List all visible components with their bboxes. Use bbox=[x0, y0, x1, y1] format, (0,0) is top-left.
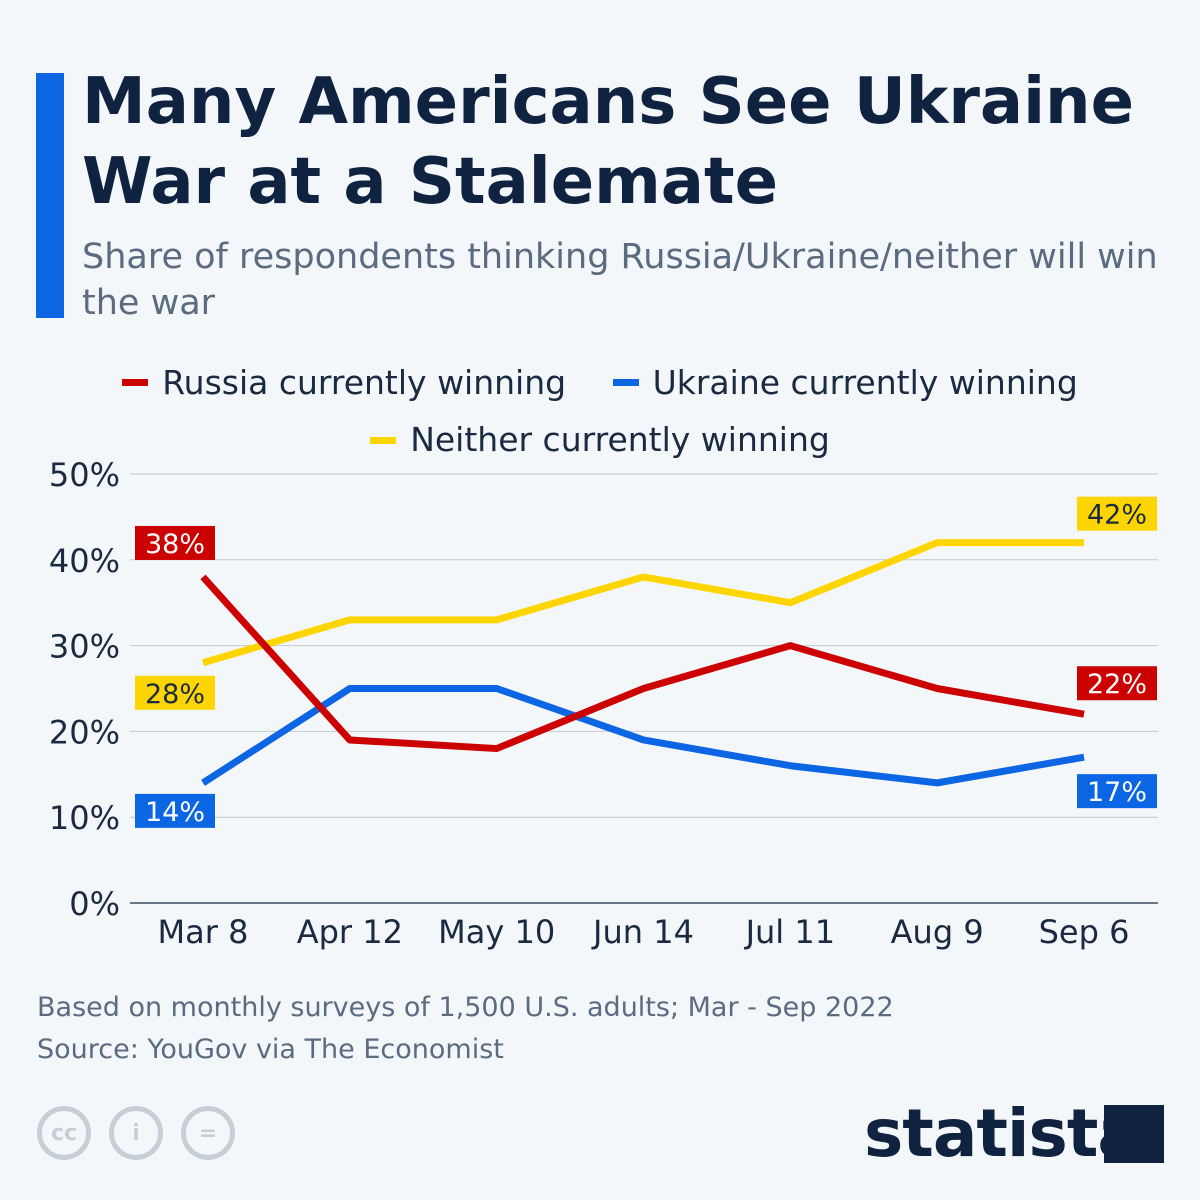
x-tick-label: Aug 9 bbox=[891, 913, 984, 951]
y-tick-label: 10% bbox=[49, 799, 120, 837]
legend-item-russia: Russia currently winning bbox=[122, 358, 566, 408]
statista-logo[interactable]: statista bbox=[864, 1095, 1142, 1172]
legend: Russia currently winning Ukraine current… bbox=[0, 350, 1200, 465]
x-tick-label: Mar 8 bbox=[158, 913, 249, 951]
series-line-2 bbox=[202, 539, 1084, 667]
footnote: Based on monthly surveys of 1,500 U.S. a… bbox=[37, 992, 894, 1023]
y-tick-label: 20% bbox=[49, 713, 120, 751]
data-label-box bbox=[135, 793, 215, 828]
chart-title: Many Americans See Ukraine War at a Stal… bbox=[82, 65, 1134, 219]
legend-label: Ukraine currently winning bbox=[652, 362, 1078, 402]
statista-logo-mark bbox=[1104, 1105, 1164, 1163]
x-tick-label: May 10 bbox=[438, 913, 555, 951]
data-label-box bbox=[1077, 774, 1157, 809]
data-label: 38% bbox=[145, 529, 205, 560]
data-label-box bbox=[135, 525, 215, 560]
legend-swatch bbox=[122, 379, 149, 386]
legend-label: Neither currently winning bbox=[410, 420, 830, 459]
data-label: 28% bbox=[145, 679, 205, 710]
series-line-1 bbox=[201, 685, 1085, 787]
data-label: 22% bbox=[1087, 669, 1147, 700]
data-label: 14% bbox=[145, 797, 205, 828]
data-label: 17% bbox=[1087, 777, 1147, 808]
line-chart: 0% 10% 20% 30% 40% 50% Mar 8 Apr 12 May 10 Jun 14… bbox=[49, 456, 1158, 951]
y-tick-label: 0% bbox=[69, 885, 120, 923]
y-tick-label: 30% bbox=[49, 628, 120, 666]
x-tick-label: Sep 6 bbox=[1039, 913, 1130, 951]
attribution-icon[interactable]: i bbox=[109, 1106, 163, 1160]
chart-subtitle: Share of respondents thinking Russia/Ukr… bbox=[82, 237, 1158, 323]
data-label-box bbox=[1077, 496, 1157, 531]
legend-label: Russia currently winning bbox=[162, 362, 567, 402]
series-line-0 bbox=[200, 574, 1085, 753]
x-tick-label: Jun 14 bbox=[591, 913, 694, 951]
title-accent-bar bbox=[36, 73, 64, 318]
data-label-box bbox=[135, 675, 215, 710]
data-label-box bbox=[1077, 666, 1157, 701]
y-tick-label: 40% bbox=[49, 542, 120, 580]
x-tick-label: Apr 12 bbox=[297, 913, 403, 951]
y-tick-label: 50% bbox=[49, 456, 120, 494]
source: Source: YouGov via The Economist bbox=[37, 1034, 504, 1065]
cc-icon[interactable]: cc bbox=[37, 1106, 91, 1160]
legend-item-ukraine: Ukraine currently winning bbox=[612, 358, 1078, 408]
x-tick-label: Jul 11 bbox=[744, 913, 836, 951]
legend-item-neither: Neither currently winning bbox=[370, 415, 830, 465]
legend-swatch bbox=[370, 436, 397, 444]
data-label: 42% bbox=[1087, 500, 1147, 531]
no-derivatives-icon[interactable]: = bbox=[181, 1106, 235, 1160]
legend-swatch bbox=[612, 379, 639, 386]
